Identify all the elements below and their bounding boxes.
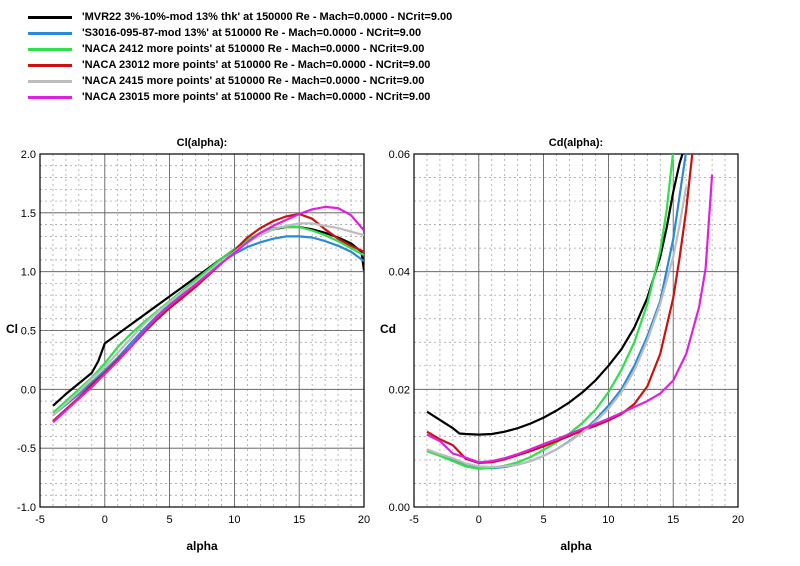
cd-x-axis-label: alpha	[560, 539, 592, 553]
legend-swatch	[28, 15, 72, 19]
cl-x-axis-label: alpha	[186, 539, 218, 553]
cl-x-tick-label: 5	[167, 514, 173, 526]
cd-series-naca-2415-more-points	[426, 186, 688, 469]
cl-x-tick-label: -5	[35, 514, 45, 526]
cd-y-tick-label: 0.02	[389, 384, 410, 396]
legend-item: 'NACA 2415 more points' at 510000 Re - M…	[28, 74, 424, 88]
legend-swatch	[28, 79, 72, 83]
cl-x-tick-label: 10	[228, 514, 240, 526]
cd-y-axis-label: Cd	[380, 322, 396, 336]
legend-label: 'NACA 23012 more points' at 510000 Re - …	[82, 59, 431, 71]
cl-y-tick-label: 1.0	[21, 267, 36, 279]
cl-y-tick-label: 0.0	[21, 384, 36, 396]
legend-item: 'NACA 23012 more points' at 510000 Re - …	[28, 58, 430, 72]
cd-y-tick-label: 0.04	[389, 267, 410, 279]
cl-chart-title: Cl(alpha):	[177, 137, 228, 149]
legend-item: 'NACA 23015 more points' at 510000 Re - …	[28, 90, 430, 104]
cd-plot-frame	[413, 153, 739, 508]
legend-label: 'NACA 2412 more points' at 510000 Re - M…	[82, 43, 425, 55]
legend-item: 'S3016-095-87-mod 13%' at 510000 Re - Ma…	[28, 26, 421, 40]
cd-series-naca-23015-more-points	[426, 174, 714, 464]
legend-swatch	[28, 31, 72, 35]
cl-y-tick-label: 0.5	[21, 326, 36, 338]
cl-y-axis-label: Cl	[6, 322, 18, 336]
cd-chart-title: Cd(alpha):	[549, 137, 603, 149]
cl-x-tick-label: 15	[293, 514, 305, 526]
legend-swatch	[28, 95, 72, 99]
cl-series-naca-2415-more-points	[52, 222, 364, 417]
legend-item: 'NACA 2412 more points' at 510000 Re - M…	[28, 42, 424, 56]
cd-series-naca-23012-more-points	[426, 154, 694, 464]
cd-x-tick-label: 15	[667, 514, 679, 526]
cd-x-tick-label: 10	[602, 514, 614, 526]
cl-y-tick-label: -1.0	[17, 502, 36, 514]
legend: 'MVR22 3%-10%-mod 13% thk' at 150000 Re …	[0, 0, 800, 110]
cd-y-tick-label: 0.00	[389, 502, 410, 514]
legend-label: 'NACA 23015 more points' at 510000 Re - …	[82, 91, 431, 103]
cd-series-mvr22-3-10-mod-13-thk	[426, 154, 684, 436]
legend-item: 'MVR22 3%-10%-mod 13% thk' at 150000 Re …	[28, 10, 452, 24]
legend-swatch	[28, 47, 72, 51]
cl-x-tick-label: 0	[102, 514, 108, 526]
cl-y-tick-label: -0.5	[17, 443, 36, 455]
cl-series-naca-2412-more-points	[52, 225, 364, 414]
legend-swatch	[28, 63, 72, 67]
cd-x-tick-label: -5	[409, 514, 419, 526]
cd-y-tick-label: 0.06	[389, 149, 410, 161]
cd-series-naca-2412-more-points	[426, 154, 674, 470]
cd-x-tick-label: 5	[541, 514, 547, 526]
cl-y-tick-label: 2.0	[21, 149, 36, 161]
cl-plot-frame	[39, 153, 365, 508]
cl-x-tick-label: 20	[358, 514, 370, 526]
legend-label: 'NACA 2415 more points' at 510000 Re - M…	[82, 75, 425, 87]
legend-label: 'MVR22 3%-10%-mod 13% thk' at 150000 Re …	[82, 11, 453, 23]
legend-label: 'S3016-095-87-mod 13%' at 510000 Re - Ma…	[82, 27, 422, 39]
cl-y-tick-label: 1.5	[21, 208, 36, 220]
cd-x-tick-label: 0	[476, 514, 482, 526]
cd-x-tick-label: 20	[732, 514, 744, 526]
cl-series-naca-23015-more-points	[52, 205, 364, 424]
